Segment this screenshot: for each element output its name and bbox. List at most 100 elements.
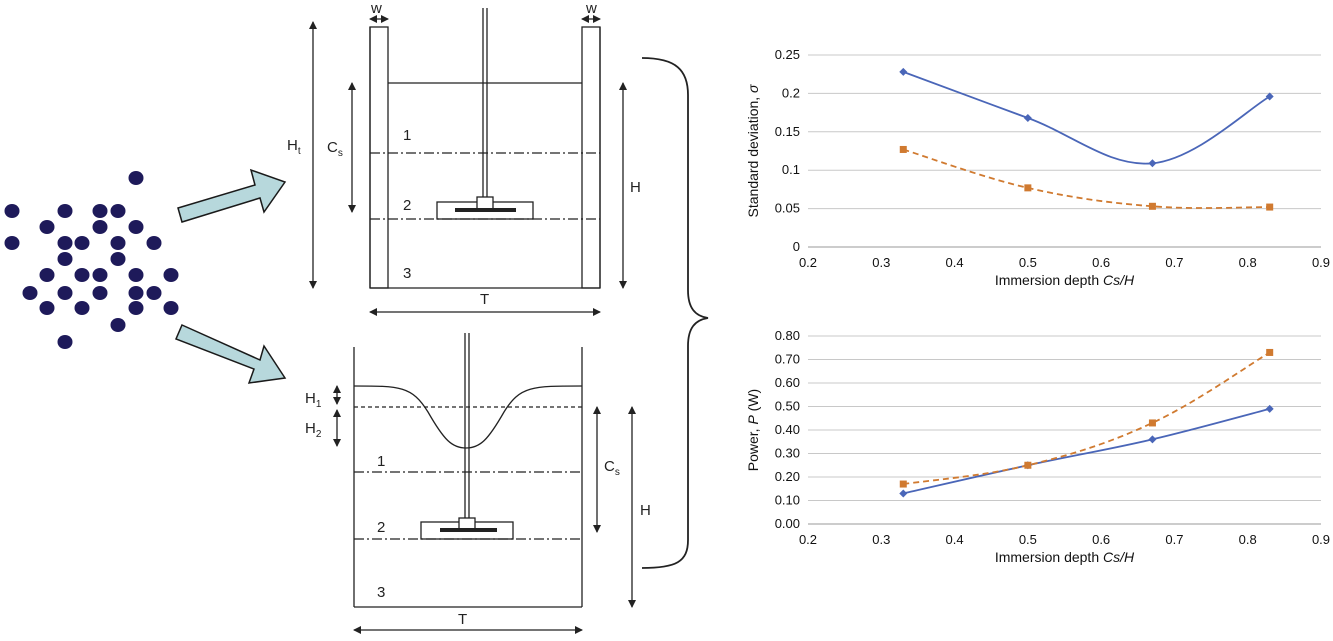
- series-1-marker: [1023, 113, 1032, 122]
- label-zone-2: 2: [377, 519, 385, 536]
- series-2-marker: [899, 145, 907, 153]
- series-1-line: [903, 408, 1270, 495]
- baffle-right: [581, 26, 601, 289]
- y-tick-label: 0.40: [775, 422, 800, 437]
- series-1-marker: [899, 67, 908, 76]
- particle: [92, 268, 108, 282]
- particle: [163, 301, 179, 315]
- label-w-right: w: [585, 0, 597, 17]
- series-1-marker: [899, 489, 908, 498]
- particle: [74, 236, 90, 250]
- label-zone-3: 3: [377, 584, 385, 601]
- particle: [146, 236, 162, 250]
- y-tick-label: 0.1: [782, 162, 800, 177]
- particle: [57, 204, 73, 218]
- chart-power: 0.00 0.10 0.20 0.30 0.40 0.50 0.60 0.70 0.80 0.2 0…: [745, 328, 1330, 565]
- top-tank-labels: w w Ht Cs H T 1 2 3: [287, 0, 641, 308]
- label-H: H: [640, 502, 651, 519]
- x-tick-label: 0.9: [1312, 255, 1330, 270]
- particle: [110, 318, 126, 332]
- x-tick-label: 0.7: [1165, 532, 1183, 547]
- y-tick-label: 0.70: [775, 352, 800, 367]
- particle: [128, 286, 144, 300]
- particle: [146, 286, 162, 300]
- y-axis-title: Standard deviation, σ: [745, 84, 761, 218]
- x-tick-label: 0.7: [1165, 255, 1183, 270]
- label-zone-2: 2: [403, 197, 411, 214]
- vortex-surface: [353, 385, 583, 449]
- label-zone-3: 3: [403, 265, 411, 282]
- particle: [128, 268, 144, 282]
- x-tick-label: 0.5: [1019, 255, 1037, 270]
- label-H1: H1: [305, 390, 322, 410]
- particle: [92, 286, 108, 300]
- top-tank: [309, 8, 627, 316]
- label-w-left: w: [370, 0, 382, 17]
- y-tick-label: 0.05: [775, 201, 800, 216]
- series-2-marker: [1266, 203, 1274, 211]
- x-tick-label: 0.5: [1019, 532, 1037, 547]
- y-axis-title: Power, P (W): [745, 389, 761, 471]
- particle: [4, 204, 20, 218]
- x-tick-label: 0.6: [1092, 532, 1110, 547]
- label-Cs: Cs: [327, 139, 343, 159]
- y-tick-label: 0: [793, 239, 800, 254]
- particle: [110, 204, 126, 218]
- x-axis-title: Immersion depth Cs/H: [995, 549, 1135, 565]
- series-2-marker: [1148, 419, 1156, 427]
- label-H: H: [630, 179, 641, 196]
- x-tick-label: 0.9: [1312, 532, 1330, 547]
- particle: [39, 268, 55, 282]
- y-tick-label: 0.15: [775, 124, 800, 139]
- x-axis-title: Immersion depth Cs/H: [995, 272, 1135, 288]
- series-2-marker: [1024, 184, 1032, 192]
- series-1-marker: [1265, 404, 1274, 413]
- label-T: T: [480, 291, 489, 308]
- label-Cs: Cs: [604, 458, 620, 478]
- label-T: T: [458, 611, 467, 628]
- x-tick-label: 0.2: [799, 532, 817, 547]
- x-tick-label: 0.4: [946, 255, 964, 270]
- curly-brace: [641, 57, 709, 569]
- particle: [22, 286, 38, 300]
- series-2-marker: [1148, 202, 1156, 210]
- series-1-marker: [1265, 92, 1274, 101]
- y-tick-label: 0.00: [775, 516, 800, 531]
- particle: [74, 268, 90, 282]
- particle: [110, 236, 126, 250]
- series-1-marker: [1148, 435, 1157, 444]
- x-tick-label: 0.2: [799, 255, 817, 270]
- x-tick-label: 0.8: [1239, 255, 1257, 270]
- particle: [4, 236, 20, 250]
- series-2-marker: [1024, 461, 1032, 469]
- series-1-line: [902, 71, 1271, 165]
- particle: [128, 220, 144, 234]
- arrow-to-top-tank: [177, 168, 287, 223]
- particle: [74, 301, 90, 315]
- particle-cluster: [4, 171, 179, 349]
- y-tick-label: 0.25: [775, 47, 800, 62]
- baffle-left: [369, 26, 389, 289]
- series-2-line: [903, 148, 1270, 209]
- particle: [128, 171, 144, 185]
- series-2-marker: [1266, 348, 1274, 356]
- particle: [57, 286, 73, 300]
- series-2-marker: [899, 480, 907, 488]
- label-zone-1: 1: [403, 127, 411, 144]
- particle: [128, 301, 144, 315]
- particle: [92, 204, 108, 218]
- particle: [39, 220, 55, 234]
- label-H2: H2: [305, 420, 322, 440]
- particle: [57, 335, 73, 349]
- series-2-line: [903, 351, 1271, 485]
- y-tick-label: 0.20: [775, 469, 800, 484]
- x-tick-label: 0.6: [1092, 255, 1110, 270]
- particle: [163, 268, 179, 282]
- label-Ht: Ht: [287, 137, 301, 157]
- y-tick-label: 0.50: [775, 399, 800, 414]
- label-zone-1: 1: [377, 453, 385, 470]
- x-tick-label: 0.8: [1239, 532, 1257, 547]
- arrow-to-bottom-tank: [175, 324, 287, 384]
